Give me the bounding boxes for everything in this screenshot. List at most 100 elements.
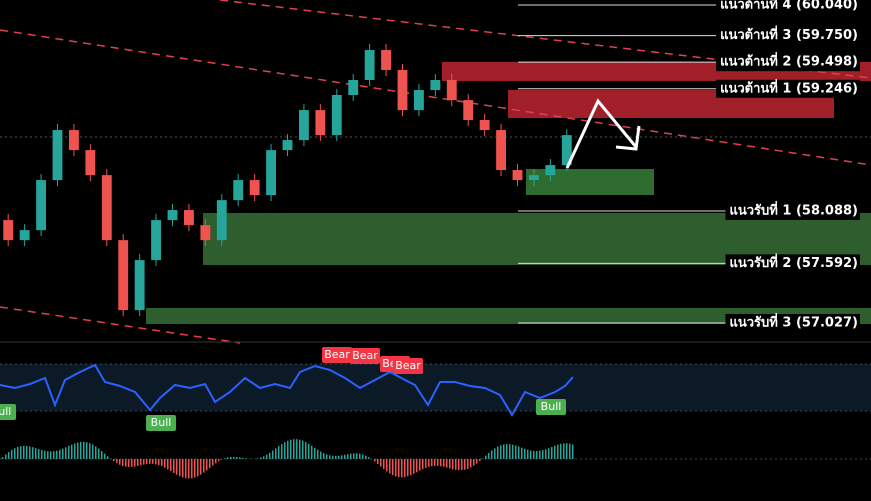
signal-label: Bull [151,416,172,429]
candle [479,120,490,131]
candle [512,170,523,181]
hist-bar [413,459,415,474]
hist-bar [299,439,301,459]
hist-bar [137,459,139,466]
hist-bar [2,457,4,459]
hist-bar [359,453,361,459]
hist-bar [95,446,97,459]
hist-bar [149,459,151,464]
hist-bar [89,443,91,459]
hist-bar [47,451,49,459]
candle [463,100,474,121]
candle [85,150,96,176]
signal-box [536,399,566,415]
candle [282,140,293,151]
histogram [2,439,574,479]
level-label: แนวต้านที่ 4 (60.040) [720,0,858,12]
hist-bar [446,459,448,468]
hist-bar [380,459,382,467]
candle [184,210,194,226]
hist-bar [428,459,430,467]
hist-bar [491,450,493,459]
candle [266,150,276,196]
signal-label: Bear [352,349,378,362]
candle [331,95,342,136]
hist-bar [182,459,184,478]
candle [299,110,309,141]
hist-bar [530,450,532,459]
level-label: แนวต้านที่ 1 (59.246) [720,78,858,96]
hist-bar [290,439,292,459]
hist-bar [392,459,394,476]
hist-bar [53,451,55,459]
hist-bar [38,449,40,459]
hist-bar [521,447,523,459]
hist-bar [542,450,544,459]
trend-line [0,306,241,344]
candles [3,44,572,317]
hist-bar [536,451,538,459]
hist-bar [296,439,298,459]
hist-bar [341,455,343,459]
hist-bar [452,459,454,470]
hist-bar [443,459,445,467]
candle [446,80,457,101]
hist-bar [122,459,124,466]
hist-bar [212,459,214,466]
hist-bar [416,459,418,473]
hist-bar [563,443,565,459]
level-label-bg [725,202,860,221]
hist-bar [65,447,67,459]
hist-bar [176,459,178,475]
hist-bar [506,444,508,459]
hist-bar [77,442,79,459]
signal-box [393,358,423,374]
hist-bar [218,459,220,462]
hist-bar [158,459,160,466]
signal-label: Bear [395,359,421,372]
hist-bar [5,454,7,459]
hist-bar [572,444,574,459]
hist-bar [350,453,352,459]
hist-bar [230,456,232,459]
hist-bar [200,459,202,475]
hist-bar [500,445,502,459]
candle [118,240,129,311]
candle [381,50,391,70]
support-zone [526,169,654,195]
hist-bar [455,459,457,470]
hist-bar [422,459,424,470]
hist-bar [533,450,535,459]
candle [101,175,112,241]
hist-bar [467,459,469,469]
hist-bar [305,442,307,459]
hist-bar [473,459,475,466]
hist-bar [395,459,397,477]
hist-bar [284,442,286,459]
candle [414,90,424,111]
hist-bar [431,459,433,467]
hist-bar [32,447,34,459]
arrow-head [615,125,641,151]
signal-label: Bull [0,405,11,418]
hist-bar [557,444,559,459]
candle [249,180,260,196]
hist-bar [482,458,484,459]
hist-bar [362,454,364,459]
hist-bar [272,450,274,459]
hist-bar [509,444,511,459]
level-label: แนวรับที่ 1 (58.088) [729,201,858,219]
hist-bar [29,446,31,459]
hist-bar [98,448,100,459]
hist-bar [20,446,22,459]
hist-bar [14,448,16,459]
hist-bar [326,454,328,459]
hist-bar [227,457,229,459]
hist-bar [317,449,319,459]
hist-bar [320,451,322,459]
hist-bar [386,459,388,472]
candle [69,130,79,151]
hist-bar [170,459,172,472]
hist-bar [335,455,337,459]
candle [134,260,145,311]
